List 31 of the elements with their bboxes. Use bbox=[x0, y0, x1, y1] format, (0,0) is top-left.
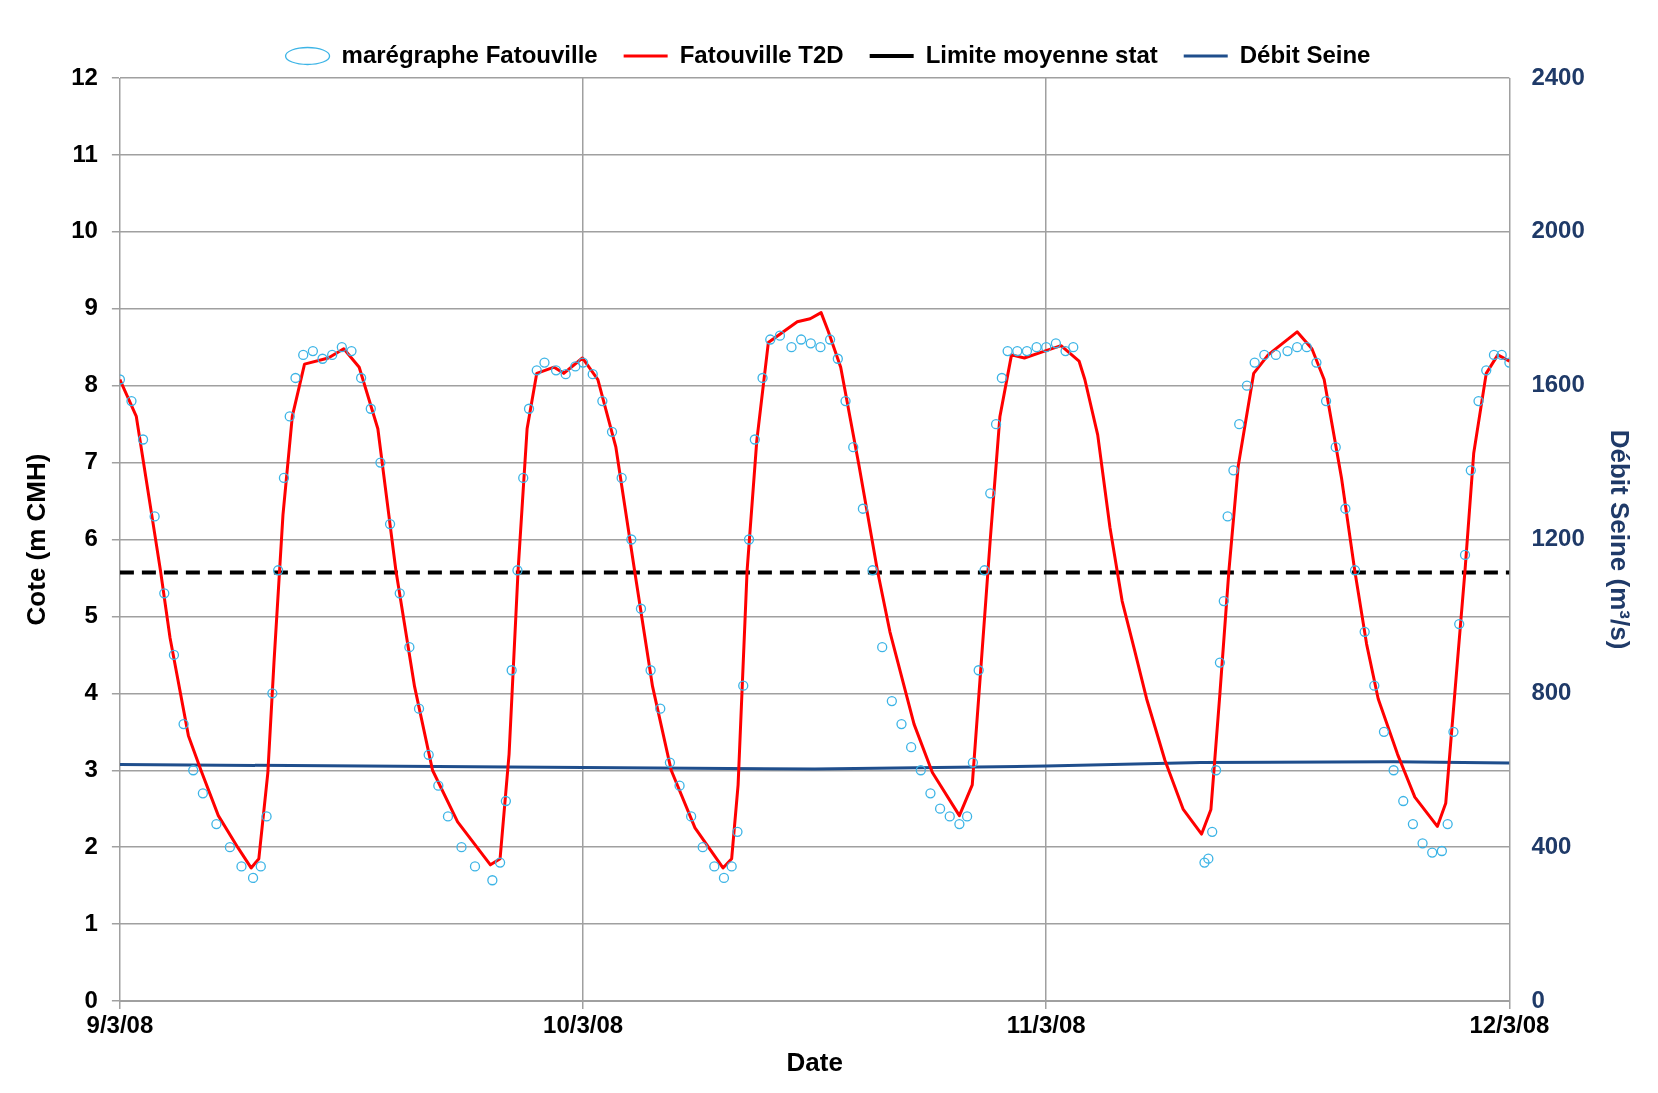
y-tick-label: 5 bbox=[84, 601, 98, 629]
y2-tick-label: 400 bbox=[1531, 831, 1572, 859]
y2-tick-label: 2000 bbox=[1531, 216, 1585, 244]
y2-axis-title: Débit Seine (m³/s) bbox=[1605, 429, 1636, 650]
y-axis-title: Cote (m CMH) bbox=[20, 453, 51, 626]
y-tick-label: 6 bbox=[84, 524, 98, 552]
legend-label: marégraphe Fatouville bbox=[341, 40, 598, 68]
x-axis-title: Date bbox=[786, 1046, 843, 1077]
x-tick-label: 12/3/08 bbox=[1469, 1011, 1550, 1039]
y-tick-label: 11 bbox=[72, 139, 98, 167]
y-tick-label: 2 bbox=[84, 831, 98, 859]
y2-tick-label: 800 bbox=[1531, 677, 1572, 705]
x-tick-label: 10/3/08 bbox=[543, 1011, 624, 1039]
y-tick-label: 10 bbox=[71, 216, 98, 244]
x-tick-label: 9/3/08 bbox=[86, 1011, 154, 1039]
y-tick-label: 4 bbox=[84, 677, 99, 705]
legend-label: Débit Seine bbox=[1239, 40, 1371, 68]
y-tick-label: 7 bbox=[84, 447, 98, 475]
y2-tick-label: 0 bbox=[1531, 985, 1545, 1013]
x-tick-label: 11/3/08 bbox=[1006, 1011, 1086, 1039]
legend-label: Fatouville T2D bbox=[679, 40, 844, 68]
y2-tick-label: 2400 bbox=[1531, 62, 1585, 90]
y-tick-label: 8 bbox=[84, 370, 98, 398]
y2-tick-label: 1200 bbox=[1531, 524, 1585, 552]
y-tick-label: 1 bbox=[84, 908, 98, 936]
y-tick-label: 0 bbox=[84, 985, 98, 1013]
y-tick-label: 3 bbox=[84, 754, 98, 782]
y2-tick-label: 1600 bbox=[1531, 370, 1585, 398]
legend-label: Limite moyenne stat bbox=[925, 40, 1158, 68]
y-tick-label: 12 bbox=[71, 62, 98, 90]
y-tick-label: 9 bbox=[84, 293, 98, 321]
